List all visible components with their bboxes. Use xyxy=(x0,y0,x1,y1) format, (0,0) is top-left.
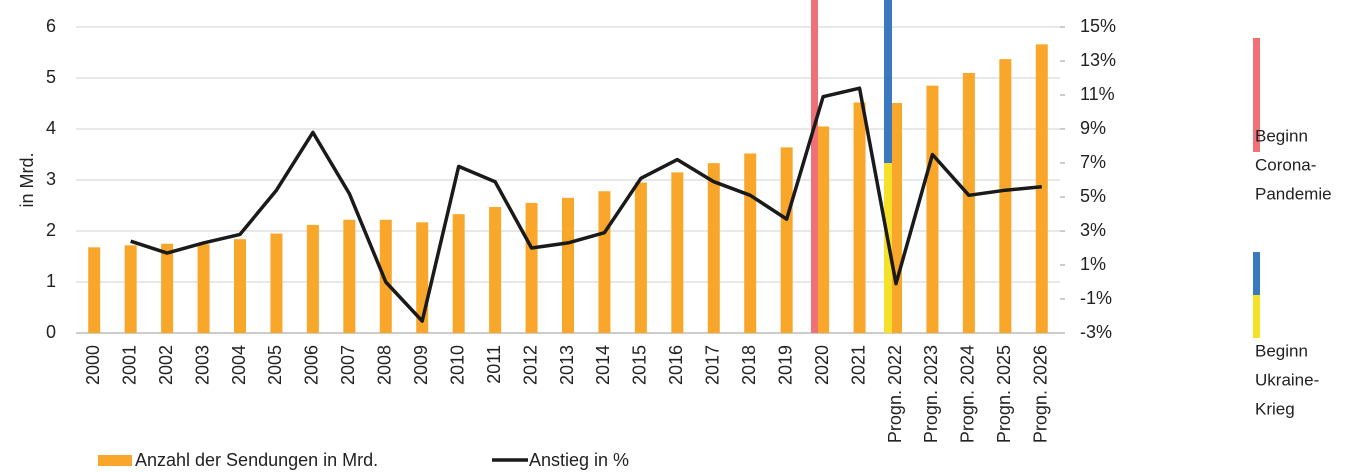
x-tick-label: 2012 xyxy=(520,345,540,385)
y2-tick-label: 13% xyxy=(1080,50,1116,70)
y2-tick-label: 15% xyxy=(1080,16,1116,36)
y-tick-label: 0 xyxy=(46,322,56,342)
ukraine-legend-bottom xyxy=(1253,295,1260,338)
y2-tick-label: -1% xyxy=(1080,288,1112,308)
corona-legend-marker xyxy=(1253,38,1260,152)
bar xyxy=(234,239,246,333)
y2-tick-label: 11% xyxy=(1080,84,1115,104)
x-tick-label: 2004 xyxy=(229,345,249,385)
x-tick-label: 2010 xyxy=(447,345,467,385)
y-tick-label: 3 xyxy=(46,169,56,189)
y-tick-label: 5 xyxy=(46,67,56,87)
ukraine-marker-top xyxy=(884,0,892,163)
bar xyxy=(306,224,319,333)
x-tick-label: 2011 xyxy=(484,345,504,384)
bar xyxy=(88,247,101,333)
bar xyxy=(962,72,975,334)
bar xyxy=(197,244,210,333)
x-tick-label: 2006 xyxy=(302,345,322,385)
x-tick-label: 2003 xyxy=(192,345,212,385)
bar xyxy=(853,102,866,333)
y2-tick-label: 9% xyxy=(1080,118,1106,138)
x-tick-label: 2009 xyxy=(411,345,431,385)
corona-marker xyxy=(811,0,818,333)
bar xyxy=(744,153,757,333)
x-tick-label: 2018 xyxy=(739,345,759,385)
bar xyxy=(562,197,574,333)
x-tick-label: Progn. 2025 xyxy=(994,345,1014,443)
bar xyxy=(926,85,939,334)
legend-label: Anstieg in % xyxy=(529,450,629,470)
x-tick-label: 2017 xyxy=(703,345,723,385)
x-tick-label: Progn. 2023 xyxy=(921,345,941,443)
x-tick-label: 2002 xyxy=(156,345,176,385)
bar xyxy=(379,219,392,333)
x-tick-label: 2021 xyxy=(848,345,868,385)
y2-tick-label: 5% xyxy=(1080,186,1106,206)
x-tick-label: Progn. 2026 xyxy=(1031,345,1051,443)
x-tick-label: 2020 xyxy=(812,345,832,385)
x-tick-label: 2019 xyxy=(775,345,795,385)
y2-tick-label: 1% xyxy=(1080,254,1106,274)
bar xyxy=(598,191,611,333)
x-tick-label: Progn. 2022 xyxy=(885,345,905,443)
bar xyxy=(780,147,793,333)
x-tick-label: 2000 xyxy=(83,345,103,385)
bar xyxy=(707,163,720,333)
y2-tick-label: 7% xyxy=(1080,152,1106,172)
annotation: Pandemie xyxy=(1255,184,1332,203)
bar xyxy=(161,243,174,333)
x-tick-label: 2005 xyxy=(265,345,285,385)
bar xyxy=(343,219,356,333)
bar xyxy=(270,233,283,333)
annotation: Beginn xyxy=(1255,341,1308,360)
line xyxy=(130,86,1042,323)
y-tick-label: 1 xyxy=(46,271,56,291)
x-tick-label: Progn. 2024 xyxy=(958,345,978,443)
x-tick-label: 2007 xyxy=(338,345,358,385)
x-tick-label: 2001 xyxy=(119,345,139,385)
annotation: Krieg xyxy=(1255,399,1295,418)
y-tick-label: 2 xyxy=(46,220,56,240)
x-tick-label: 2016 xyxy=(666,345,686,385)
bar xyxy=(817,126,830,333)
bar xyxy=(999,59,1012,333)
x-tick-label: 2014 xyxy=(593,345,613,385)
annotation: Ukraine- xyxy=(1255,370,1319,389)
bar xyxy=(671,172,684,333)
bar xyxy=(489,207,502,333)
annotation: Beginn xyxy=(1255,126,1308,145)
x-tick-label: 2008 xyxy=(375,345,395,385)
x-tick-label: 2015 xyxy=(630,345,650,385)
x-tick-label: 2013 xyxy=(557,345,577,385)
annotation: Corona- xyxy=(1255,155,1316,174)
ukraine-legend-top xyxy=(1253,252,1260,295)
y2-tick-label: 3% xyxy=(1080,220,1106,240)
legend-label: Anzahl der Sendungen in Mrd. xyxy=(135,450,378,470)
y-tick-label: 6 xyxy=(46,16,56,36)
bar xyxy=(1035,44,1048,334)
y-tick-label: 4 xyxy=(46,118,56,138)
bar xyxy=(124,245,137,333)
y-axis-label: in Mrd. xyxy=(17,152,37,207)
bar xyxy=(452,214,465,333)
bar xyxy=(634,182,647,333)
y2-tick-label: -3% xyxy=(1080,322,1112,342)
legend-swatch xyxy=(98,455,132,466)
bar xyxy=(525,202,538,333)
